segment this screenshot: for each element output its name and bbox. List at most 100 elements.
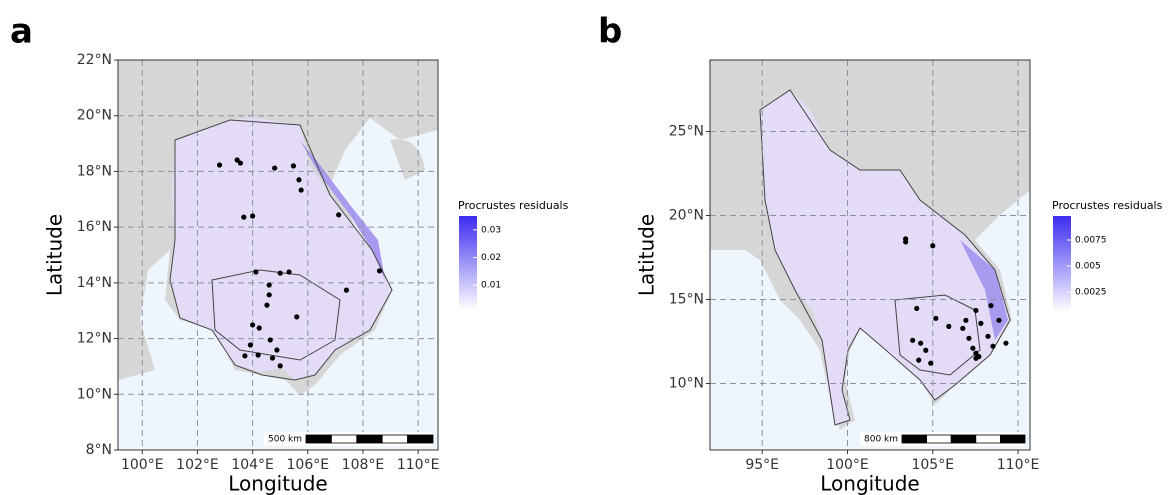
x-tick-label: 110°E <box>397 457 440 473</box>
sample-point <box>216 162 223 168</box>
y-tick-label: 12°N <box>77 331 112 347</box>
sample-point <box>266 292 272 298</box>
sample-point <box>1003 340 1009 346</box>
scale-segment <box>381 434 409 444</box>
plot-frame <box>117 59 439 451</box>
sample-point <box>253 269 259 275</box>
x-tick-label: 100°E <box>121 457 164 473</box>
sample-point <box>918 340 924 346</box>
sample-point <box>930 243 936 249</box>
scale-label: 500 km <box>268 435 302 445</box>
x-axis-label: Longitude <box>820 472 919 495</box>
map-b <box>710 60 1030 450</box>
sample-point <box>277 363 283 369</box>
colorbar-tick-label: 0.03 <box>481 225 501 235</box>
sample-point <box>963 317 969 323</box>
scale-segment <box>356 434 383 444</box>
sample-point <box>978 320 984 326</box>
colorbar-tick-label: 0.01 <box>481 281 501 291</box>
sample-point <box>237 160 244 166</box>
scale-segment <box>901 434 928 444</box>
sample-point <box>928 360 934 366</box>
scale-segment <box>407 434 434 444</box>
x-tick-label: 105°E <box>911 457 954 473</box>
sample-point <box>946 323 952 329</box>
legend-title: Procrustes residuals <box>458 199 569 212</box>
sample-point <box>256 325 262 331</box>
y-tick-label: 20°N <box>77 108 112 124</box>
sample-point <box>973 355 979 361</box>
sample-point <box>298 187 304 193</box>
sample-point <box>247 342 254 348</box>
sample-point <box>973 307 979 314</box>
plot-layer <box>118 60 438 450</box>
scale-segment <box>975 434 1001 444</box>
x-tick-label: 106°E <box>287 457 330 473</box>
scale-segment <box>926 434 952 444</box>
x-tick-label: 110°E <box>997 457 1040 473</box>
y-tick-label: 10°N <box>669 375 704 391</box>
sample-point <box>910 337 916 343</box>
y-tick-label: 16°N <box>77 219 112 235</box>
y-tick-label: 25°N <box>669 124 704 140</box>
colorbar-tick-label: 0.0075 <box>1075 236 1107 246</box>
sample-point <box>264 302 270 308</box>
sample-point <box>272 165 278 171</box>
sample-point <box>255 352 261 358</box>
sample-point <box>266 282 272 288</box>
y-tick-label: 14°N <box>77 275 112 291</box>
sample-point <box>923 347 929 353</box>
sample-point <box>970 345 976 351</box>
sample-point <box>336 212 342 218</box>
sample-point <box>234 157 240 163</box>
sample-point <box>294 314 300 320</box>
y-tick-label: 8°N <box>86 442 112 458</box>
colorbar-tick-label: 0.005 <box>1075 262 1101 272</box>
x-tick-label: 95°E <box>745 457 779 473</box>
x-tick-label: 102°E <box>176 457 219 473</box>
sample-point <box>286 269 292 275</box>
sample-point <box>290 163 297 169</box>
sample-point <box>242 353 248 359</box>
y-tick-label: 15°N <box>669 292 704 308</box>
y-axis-label: Latitude <box>635 214 659 296</box>
plot-frame <box>709 59 1031 451</box>
sample-point <box>277 270 283 276</box>
sample-point <box>988 302 994 309</box>
sample-point <box>343 287 350 293</box>
scale-segment <box>950 434 977 444</box>
sample-point <box>296 177 302 183</box>
y-tick-label: 22°N <box>77 52 112 68</box>
scale-segment <box>330 434 358 444</box>
colorbar <box>1053 216 1071 312</box>
colorbar-tick-label: 0.0025 <box>1075 288 1107 298</box>
scale-segment <box>1000 434 1026 444</box>
sample-point <box>985 333 991 339</box>
panel-letter: a <box>10 12 33 52</box>
x-tick-label: 104°E <box>231 457 274 473</box>
legend-title: Procrustes residuals <box>1052 199 1163 212</box>
sample-point <box>933 315 939 321</box>
y-axis-label: Latitude <box>43 214 67 296</box>
y-tick-label: 18°N <box>77 163 112 179</box>
sample-point <box>267 337 273 343</box>
sample-point <box>916 357 922 363</box>
map-a <box>118 60 438 450</box>
y-tick-label: 10°N <box>77 386 112 402</box>
x-tick-label: 108°E <box>342 457 385 473</box>
sample-point <box>250 322 256 328</box>
sample-point <box>973 350 979 356</box>
sample-point <box>269 355 276 361</box>
sample-point <box>376 268 383 274</box>
scale-segment <box>305 434 332 444</box>
sample-point <box>990 343 996 349</box>
x-axis-label: Longitude <box>228 472 327 495</box>
colorbar <box>459 216 477 310</box>
sample-point <box>966 335 972 341</box>
sample-point <box>996 317 1002 323</box>
scale-label: 800 km <box>864 435 898 445</box>
sample-point <box>914 305 920 312</box>
y-tick-label: 20°N <box>669 208 704 224</box>
panel-letter: b <box>598 12 622 52</box>
